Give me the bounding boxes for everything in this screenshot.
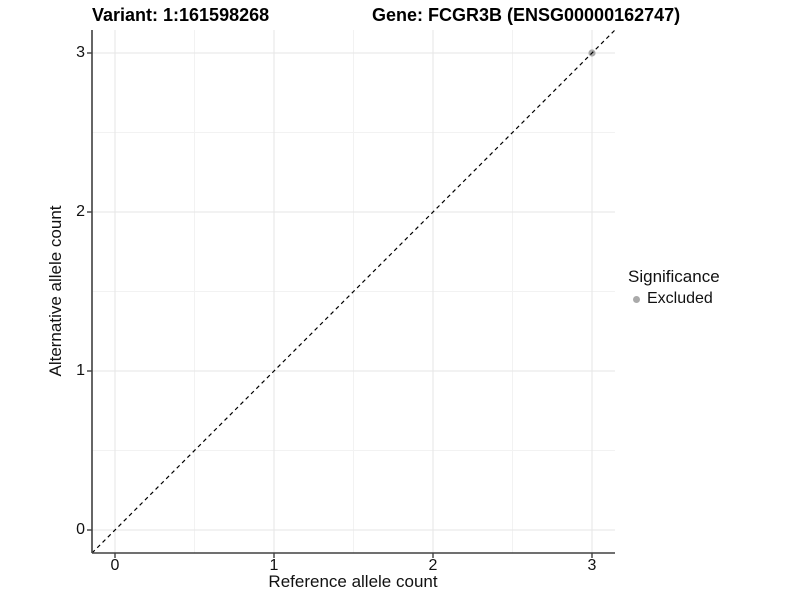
y-tick-label: 0 xyxy=(76,521,85,538)
y-tick-label: 2 xyxy=(76,203,85,220)
x-tick-label: 3 xyxy=(587,557,597,574)
legend-title: Significance xyxy=(628,267,720,286)
identity-reference-line xyxy=(91,29,616,554)
plot-title-variant: Variant: 1:161598268 xyxy=(92,5,270,25)
x-tick-label: 0 xyxy=(110,557,120,574)
legend: Significance Excluded xyxy=(628,267,720,308)
plot-title-gene: Gene: FCGR3B (ENSG00000162747) xyxy=(372,5,681,25)
y-tick-label: 3 xyxy=(76,44,85,61)
y-axis-title: Alternative allele count xyxy=(46,205,65,377)
legend-item: Excluded xyxy=(628,290,720,308)
legend-item-label: Excluded xyxy=(647,290,713,307)
legend-items: Excluded xyxy=(628,290,720,308)
y-tick-label: 1 xyxy=(76,362,85,379)
x-tick-label: 1 xyxy=(269,557,279,574)
legend-point-icon xyxy=(633,295,640,303)
x-tick-label: 2 xyxy=(428,557,438,574)
x-axis-title: Reference allele count xyxy=(268,572,438,591)
